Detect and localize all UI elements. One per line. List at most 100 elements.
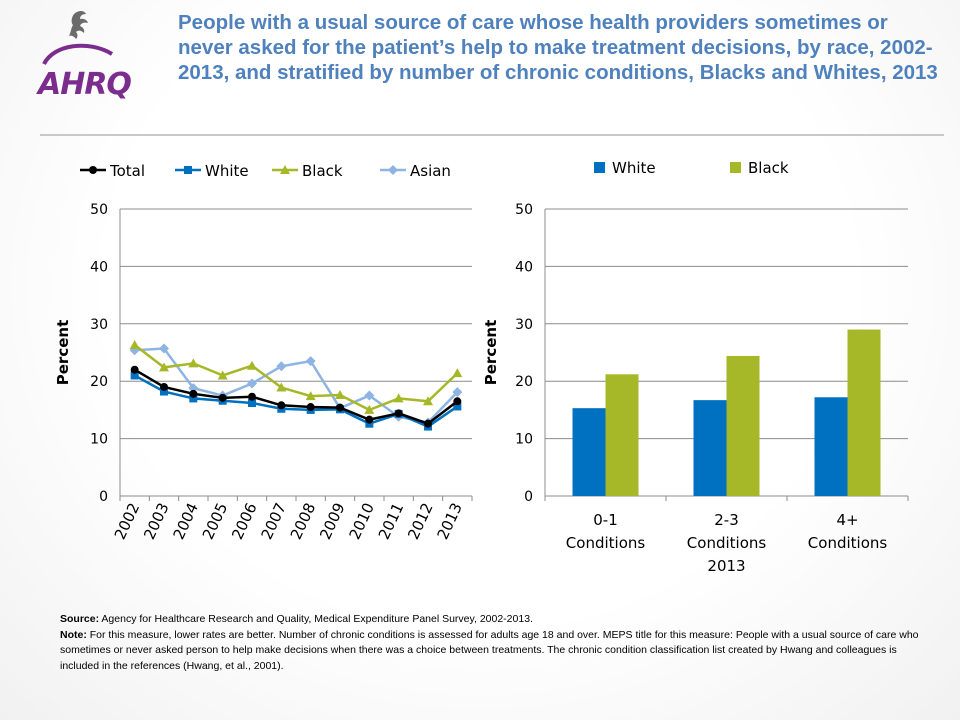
- slide-title: People with a usual source of care whose…: [178, 11, 938, 84]
- footnote: Source: Agency for Healthcare Research a…: [60, 612, 920, 674]
- measure-note: Note: For this measure, lower rates are …: [60, 628, 920, 675]
- data-point: [129, 345, 140, 356]
- data-point: [130, 371, 139, 380]
- bar-white: [693, 400, 727, 496]
- data-point: [276, 361, 287, 372]
- series-asian: [129, 343, 463, 428]
- data-point: [130, 365, 139, 374]
- x-tick-label: 2006: [228, 500, 260, 542]
- data-point: [189, 394, 198, 403]
- bar-black: [847, 329, 881, 496]
- x-tick-label: 2004: [170, 500, 202, 542]
- series-line-asian: [134, 347, 459, 424]
- x-tick-label: 2013: [434, 500, 466, 542]
- y-tick-label: 20: [515, 374, 533, 390]
- x-tick-label: 2-3: [714, 511, 739, 529]
- y-tick-label: 50: [515, 202, 533, 218]
- note-label: Note:: [60, 628, 87, 641]
- x-tick-label: Conditions: [687, 534, 767, 552]
- line-chart: 0102030405020022003200420052006200720082…: [54, 162, 473, 542]
- y-tick-label: 40: [90, 259, 108, 275]
- ahrq-logo-icon: AHRQ: [36, 11, 132, 102]
- legend-label: White: [205, 162, 249, 180]
- data-point: [453, 397, 462, 406]
- legend-marker: [89, 166, 97, 174]
- x-tick-label: 2012: [404, 500, 436, 542]
- bar-white: [572, 408, 606, 496]
- data-point: [452, 387, 463, 398]
- x-tick-label: 2002: [111, 500, 143, 542]
- x-tick-label: Conditions: [566, 534, 646, 552]
- data-point: [159, 362, 169, 372]
- title-divider: [40, 134, 944, 136]
- data-point: [277, 401, 286, 410]
- data-point: [364, 404, 375, 414]
- data-point: [248, 399, 256, 408]
- data-point: [248, 392, 256, 401]
- data-point: [247, 378, 257, 389]
- svg-text:AHRQ: AHRQ: [36, 67, 131, 102]
- series-total: [130, 365, 462, 428]
- data-point: [189, 389, 198, 398]
- data-point: [393, 393, 404, 403]
- legend-marker: [184, 166, 192, 174]
- x-tick-label: 2008: [287, 500, 319, 542]
- data-point: [188, 383, 199, 394]
- legend-label: Total: [109, 162, 145, 180]
- data-point: [335, 389, 345, 399]
- data-point: [217, 370, 228, 380]
- x-tick-label: 2010: [346, 500, 378, 542]
- source-note: Source: Agency for Healthcare Research a…: [60, 612, 920, 628]
- y-tick-label: 0: [99, 489, 108, 505]
- bar-white: [814, 397, 848, 496]
- data-point: [276, 382, 287, 392]
- x-tick-label: 0-1: [593, 511, 618, 529]
- data-point: [188, 358, 199, 368]
- x-tick-label: 2005: [199, 500, 231, 542]
- y-axis-label: Percent: [482, 320, 500, 385]
- data-point: [365, 419, 374, 428]
- y-tick-label: 0: [524, 489, 533, 505]
- y-tick-label: 50: [90, 202, 108, 218]
- legend-swatch: [594, 162, 605, 173]
- data-point: [160, 382, 168, 391]
- x-tick-label: 4+: [836, 511, 858, 529]
- x-tick-label: 2003: [140, 500, 172, 542]
- data-point: [365, 415, 374, 424]
- data-point: [364, 390, 375, 401]
- y-tick-label: 30: [515, 317, 533, 333]
- legend-swatch: [730, 162, 741, 173]
- legend-label: Black: [302, 162, 343, 180]
- data-point: [159, 343, 169, 354]
- legend-marker: [280, 165, 290, 174]
- data-point: [160, 387, 168, 396]
- note-text: For this measure, lower rates are better…: [60, 628, 919, 672]
- x-tick-label: 2011: [375, 500, 407, 542]
- x-axis-label: 2013: [707, 557, 745, 575]
- x-tick-label: 2007: [258, 500, 290, 542]
- data-point: [424, 419, 432, 428]
- data-point: [336, 403, 344, 412]
- series-white: [130, 371, 462, 431]
- x-tick-label: 2009: [316, 500, 348, 542]
- legend-label: Asian: [410, 162, 451, 180]
- data-point: [423, 396, 433, 406]
- source-label: Source:: [60, 613, 100, 625]
- data-point: [452, 368, 463, 378]
- legend-label: White: [612, 159, 656, 177]
- series-line-black: [133, 344, 459, 412]
- data-point: [305, 356, 316, 367]
- data-point: [218, 393, 227, 402]
- data-point: [129, 340, 140, 350]
- y-axis-label: Percent: [54, 320, 72, 385]
- y-tick-label: 20: [90, 374, 108, 390]
- legend-label: Black: [748, 159, 789, 177]
- data-point: [394, 409, 403, 418]
- data-point: [453, 402, 462, 411]
- series-line-white: [134, 374, 459, 428]
- series-black: [129, 340, 463, 414]
- y-tick-label: 30: [90, 317, 108, 333]
- data-point: [247, 360, 257, 370]
- y-tick-label: 10: [90, 432, 108, 448]
